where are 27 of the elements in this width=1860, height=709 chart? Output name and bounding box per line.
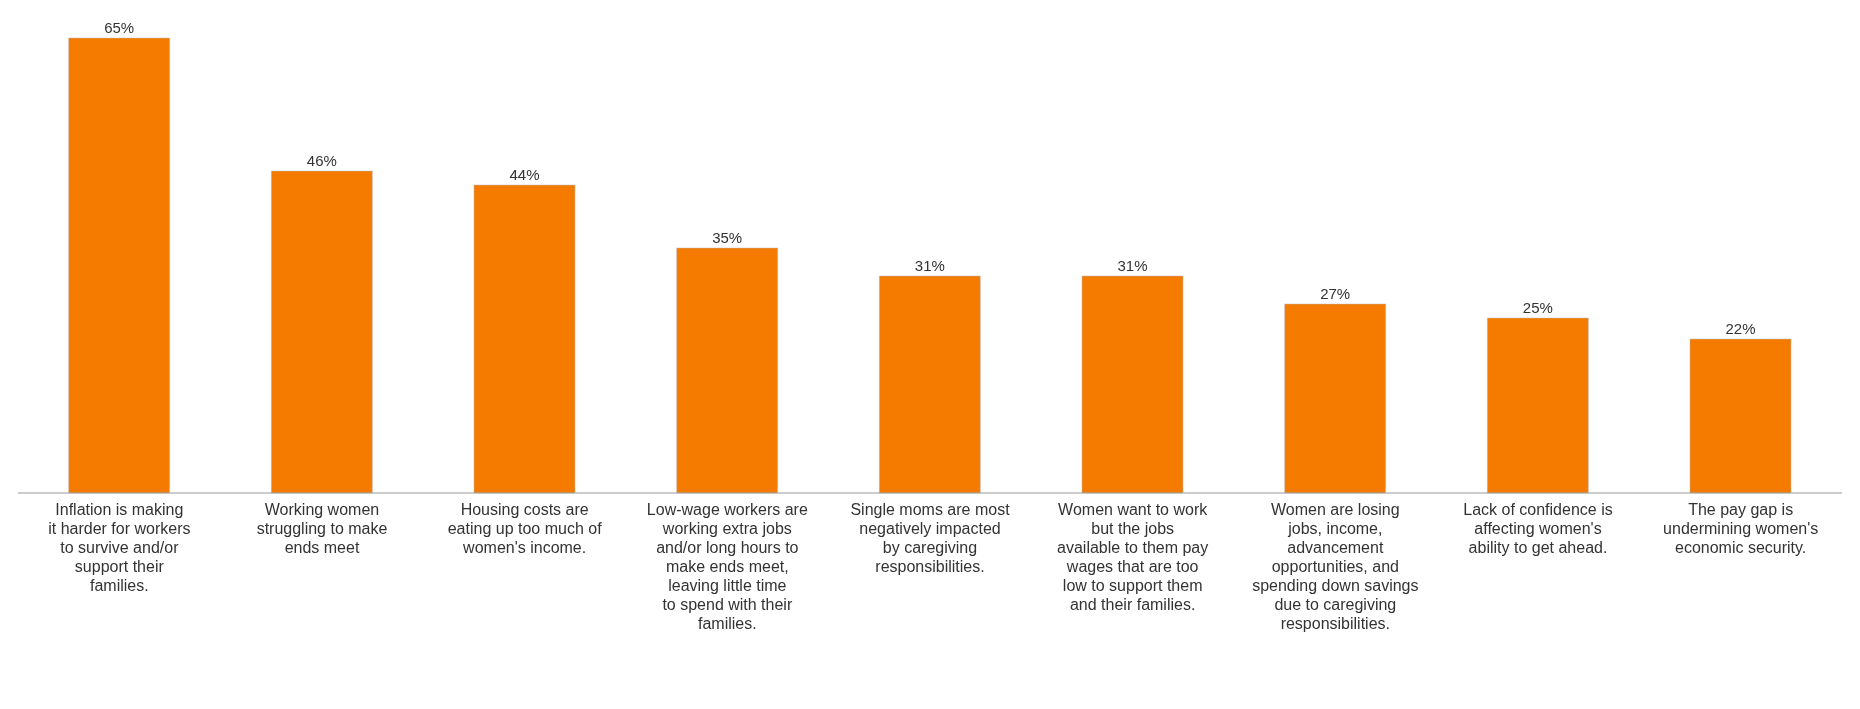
x-tick-label: Single moms are most negatively impacted by caregiving responsibilities. (850, 501, 1011, 575)
data-label: 44% (509, 166, 540, 183)
x-tick-label: Housing costs are eating up too much of women's income. (447, 501, 603, 556)
x-tick-label: Women are losing jobs, income, advancement opportunities, and spending down savings due to caregiving responsibilities. (1252, 501, 1419, 632)
data-label: 31% (914, 257, 945, 274)
bar (879, 275, 981, 494)
bar (1487, 317, 1589, 494)
data-label: 65% (104, 19, 135, 36)
x-tick-label: Women want to work but the jobs available to them pay wages that are too low to support them and their families. (1057, 501, 1209, 613)
bar (271, 170, 373, 494)
data-label: 46% (306, 152, 337, 169)
x-tick-label: The pay gap is undermining women's economic security. (1663, 501, 1819, 556)
x-tick-label: Working women struggling to make ends meet (256, 501, 388, 556)
x-tick-label: Inflation is making it harder for workers to survive and/or support their families. (48, 501, 191, 594)
data-label: 35% (712, 229, 743, 246)
bar (473, 184, 576, 494)
data-label: 31% (1117, 257, 1148, 274)
x-tick-label: Lack of confidence is affecting women's ability to get ahead. (1463, 501, 1613, 556)
bar (68, 37, 170, 494)
bar (1284, 303, 1386, 494)
bar (1689, 338, 1792, 494)
data-label: 27% (1320, 285, 1351, 302)
x-tick-label: Low-wage workers are working extra jobs and/or long hours to make ends meet, leaving little time to spend with their families. (646, 501, 808, 632)
bar (676, 247, 778, 494)
data-label: 22% (1725, 320, 1756, 337)
bar (1081, 275, 1184, 494)
data-label: 25% (1522, 299, 1553, 316)
